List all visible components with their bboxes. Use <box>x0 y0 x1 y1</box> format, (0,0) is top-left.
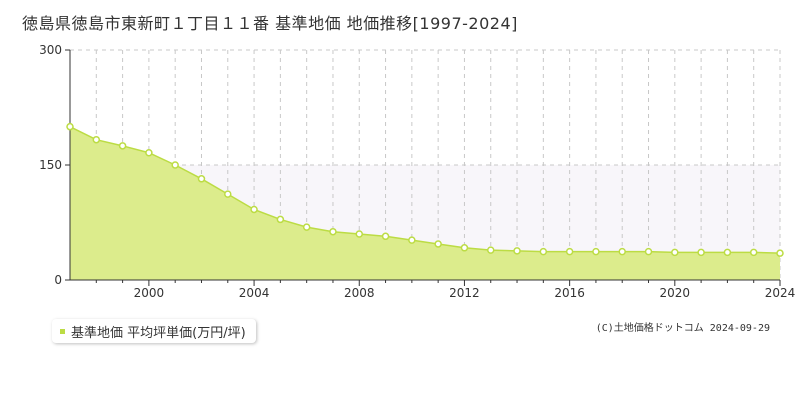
data-point <box>355 230 364 238</box>
data-point <box>723 248 732 257</box>
data-point <box>776 249 784 257</box>
horizontal-grid <box>70 49 780 166</box>
data-point <box>224 190 232 198</box>
x-tick-label: 2024 <box>765 286 796 300</box>
data-point <box>539 247 548 256</box>
credit-text: (C)土地価格ドットコム 2024-09-29 <box>595 323 770 334</box>
x-tick-label: 2020 <box>660 286 691 300</box>
data-point <box>486 246 495 254</box>
x-tick-label: 2012 <box>449 286 480 300</box>
data-markers <box>66 122 784 257</box>
y-tick-label: 0 <box>54 273 62 287</box>
data-point <box>671 248 679 257</box>
data-point <box>276 215 285 224</box>
data-point <box>565 247 574 256</box>
data-point <box>329 227 337 236</box>
data-point <box>434 240 442 248</box>
x-ticks: 2000 2004 2008 2012 2016 2020 2024 <box>95 280 796 300</box>
data-point <box>697 248 705 257</box>
data-point <box>66 122 74 131</box>
data-point <box>302 223 311 231</box>
x-tick-label: 2016 <box>554 286 585 300</box>
data-point <box>592 247 600 256</box>
data-point <box>749 248 758 257</box>
y-ticks: 0 150 300 <box>39 43 70 287</box>
x-tick-label: 2000 <box>134 286 165 300</box>
x-tick-label: 2008 <box>344 286 375 300</box>
series-line <box>69 125 781 254</box>
data-point <box>408 236 416 244</box>
data-point <box>118 142 127 150</box>
data-point <box>618 247 626 256</box>
data-point <box>644 247 653 256</box>
legend-swatch <box>60 328 65 334</box>
data-point <box>171 161 179 169</box>
data-point <box>381 232 390 241</box>
y-tick-label: 300 <box>39 43 62 57</box>
data-point <box>513 247 521 255</box>
y-tick-label: 150 <box>39 158 62 172</box>
legend: 基準地価 平均坪単価(万円/坪) <box>52 319 256 343</box>
x-tick-label: 2004 <box>239 286 270 300</box>
data-point <box>92 135 101 144</box>
data-point <box>460 244 469 252</box>
data-point <box>197 175 206 183</box>
area-fill <box>70 126 780 281</box>
legend-label: 基準地価 平均坪単価(万円/坪) <box>71 325 246 341</box>
data-point <box>145 148 153 157</box>
data-point <box>250 205 258 214</box>
chart-title: 徳島県徳島市東新町１丁目１１番 基準地価 地価推移[1997-2024] <box>22 14 518 33</box>
